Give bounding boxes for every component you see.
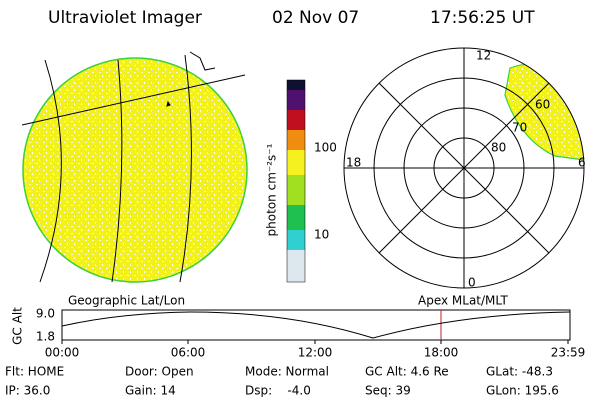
earth-image [21,51,248,283]
status-field: GLon: 195.6 [486,384,559,398]
date: 02 Nov 07 [272,8,359,28]
mlt-label: 12 [476,49,491,63]
time: 17:56:25 UT [430,8,535,28]
status-field: Door: Open [125,365,194,379]
mlat-label: 60 [535,98,550,112]
status-field: IP: 36.0 [5,384,50,398]
x-tick-label: 18:00 [424,346,459,360]
colorbar-tick: 100 [314,141,337,155]
status-field: GC Alt: 4.6 Re [365,365,449,379]
x-tick-label: 06:00 [171,346,206,360]
mlt-label: 6 [578,156,586,170]
status-field: Flt: HOME [5,365,64,379]
status-field: Dsp: -4.0 [245,384,311,398]
status-field: Gain: 14 [125,384,176,398]
colorbar-label: photon cm⁻²s⁻¹ [265,143,279,236]
status-field: Mode: Normal [245,365,329,379]
mlt-label: 18 [346,156,361,170]
y-tick-label: 1.8 [36,330,55,344]
colorbar-tick: 10 [314,228,329,242]
title: Ultraviolet Imager [48,8,202,28]
y-tick-label: 9.0 [36,307,55,321]
plot-label: Apex MLat/MLT [418,294,508,308]
x-tick-label: 23:59 [551,346,586,360]
x-tick-label: 00:00 [45,346,80,360]
x-tick-label: 12:00 [298,346,333,360]
plot-label: Geographic Lat/Lon [68,294,185,308]
mlt-label: 0 [468,276,476,290]
mlat-label: 80 [491,141,506,155]
y-axis-label: GC Alt [11,307,25,345]
altitude-plot [61,309,571,344]
mlat-label: 70 [512,121,527,135]
status-field: GLat: -48.3 [486,365,553,379]
status-panel: Flt: HOME Door: Open Mode: Normal GC Alt: 4… [5,365,559,398]
status-field: Seq: 39 [365,384,411,398]
polar-grid [343,47,585,289]
colorbar [286,79,306,283]
